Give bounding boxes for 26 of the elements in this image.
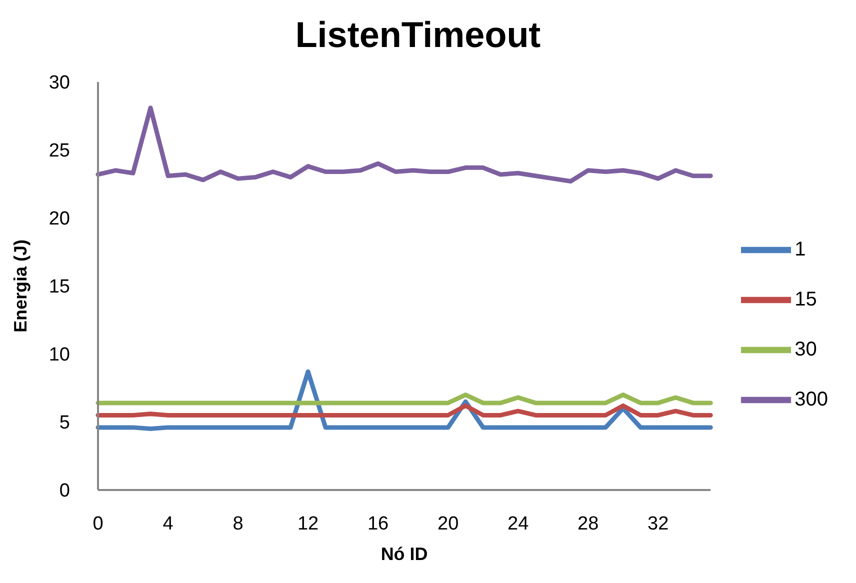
chart-title: ListenTimeout [294,13,542,57]
y-tick-label: 20 [48,208,70,230]
y-tick-label: 30 [48,72,70,94]
y-tick-label: 5 [59,412,70,434]
legend-label: 1 [794,238,806,260]
x-tick-label: 16 [367,513,389,534]
x-tick-label: 12 [297,513,319,534]
y-tick-label: 10 [48,344,70,366]
x-tick-label: 4 [162,513,174,534]
x-tick-label: 32 [648,513,669,534]
line-series [96,106,713,184]
y-tick-label: 15 [48,276,70,298]
line-series [96,369,713,432]
legend-label: 15 [794,288,817,310]
y-tick-label: 25 [48,140,70,162]
x-axis-title: Nó ID [380,544,428,564]
y-axis-title: Energia (J) [10,239,30,333]
x-tick-label: 0 [92,513,104,534]
legend-label: 30 [794,338,817,360]
x-tick-label: 8 [232,513,244,534]
x-tick-label: 28 [578,513,599,534]
x-tick-label: 24 [508,513,530,534]
legend-label: 300 [794,388,828,410]
y-tick-label: 0 [59,480,70,502]
line-series [96,403,713,418]
x-tick-label: 20 [438,513,459,534]
